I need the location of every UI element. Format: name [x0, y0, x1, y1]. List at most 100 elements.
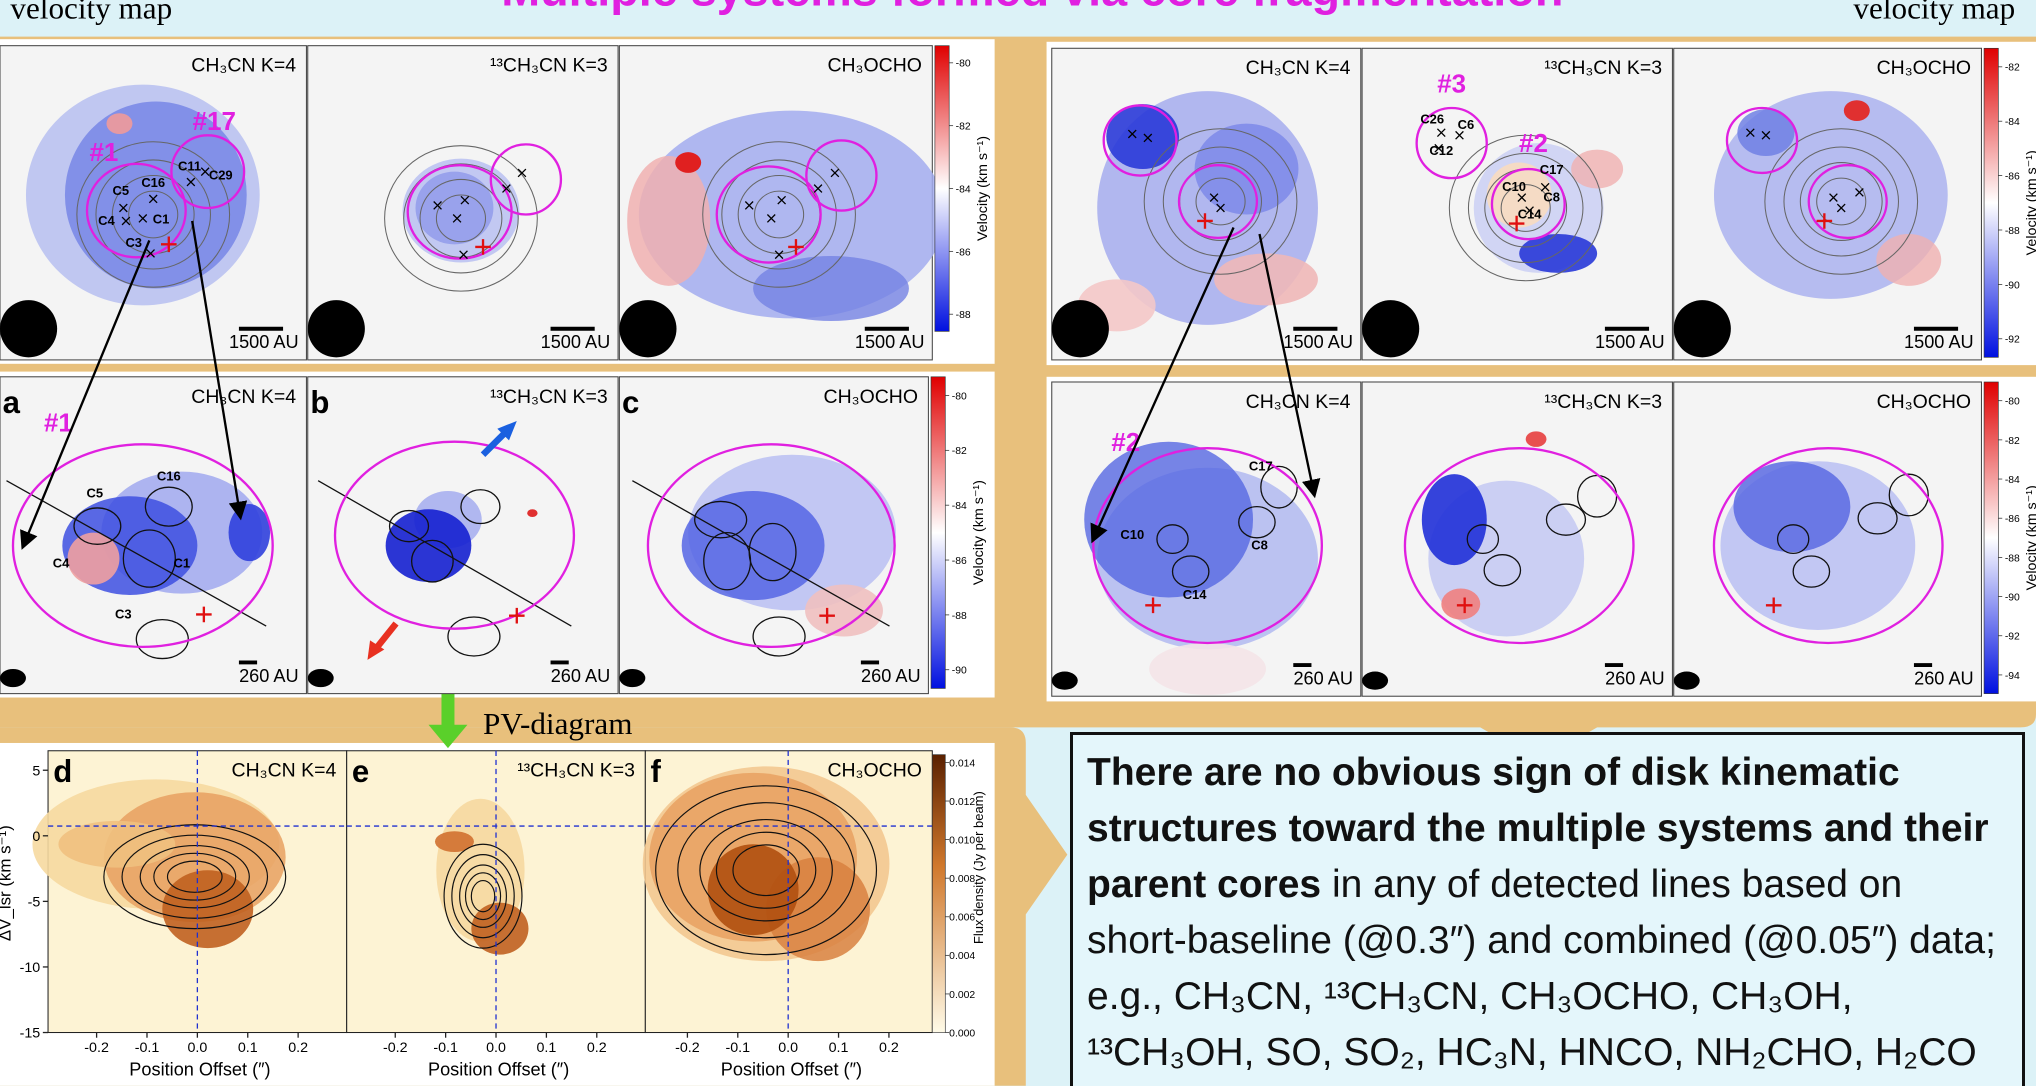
core-label: C4 [53, 556, 70, 571]
pv-label: PV-diagram [483, 706, 632, 741]
system-label: #1 [89, 137, 118, 167]
core-label: C17 [1249, 458, 1273, 473]
y-axis-label: ΔV_lsr (km s⁻¹) [0, 825, 14, 941]
shape [435, 831, 474, 852]
header-left: velocity map [10, 0, 172, 25]
x-tick-label: -0.2 [675, 1040, 700, 1056]
core-label: C16 [157, 469, 181, 484]
core-label: C8 [1251, 537, 1268, 552]
scale-label: 1500 AU [1904, 332, 1974, 352]
colorbar-tick-label: 0.014 [949, 758, 975, 769]
colorbar-tick-label: -88 [956, 310, 971, 321]
core-label: C8 [1543, 190, 1560, 205]
colorbar-tick-label: 0.004 [949, 951, 975, 962]
core-label: C14 [1518, 206, 1543, 221]
panel-title: CH₃CN K=4 [191, 55, 296, 77]
shape [1441, 588, 1480, 619]
beam [1052, 672, 1078, 690]
x-tick-label: 0.1 [238, 1040, 258, 1056]
x-tick-label: -0.1 [135, 1040, 160, 1056]
x-tick-label: 0.0 [778, 1040, 798, 1056]
shape [1149, 643, 1266, 695]
x-tick-label: -0.1 [725, 1040, 750, 1056]
panel-letter: b [310, 385, 329, 420]
panel-title: CH₃CN K=4 [232, 760, 337, 782]
shape [675, 152, 701, 173]
panel-letter: e [352, 754, 369, 789]
panel-letter: a [3, 385, 21, 420]
colorbar-tick-label: -80 [2005, 397, 2020, 408]
panel-title: ¹³CH₃CN K=3 [517, 760, 635, 782]
x-tick-label: 0.2 [288, 1040, 308, 1056]
colorbar-tick-label: -80 [956, 59, 971, 70]
core-label: C16 [141, 175, 165, 190]
shape [753, 256, 909, 321]
x-tick-label: 0.2 [587, 1040, 607, 1056]
shape [106, 113, 132, 134]
y-tick-label: 5 [32, 763, 40, 779]
panel-letter: d [53, 754, 72, 789]
core-label: C5 [86, 486, 103, 501]
page: {"header":{"title":"Multiple systems for… [0, 0, 2036, 1086]
colorbar-tick-label: 0.002 [949, 990, 975, 1001]
core-label: C1 [173, 556, 190, 571]
core-label: C14 [1183, 587, 1208, 602]
colorbar-label: Flux density (Jy per beam) [971, 791, 986, 944]
scale-label: 260 AU [551, 666, 611, 686]
x-tick-label: 0.0 [187, 1040, 207, 1056]
shape [682, 491, 825, 600]
x-axis-label: Position Offset (″) [428, 1059, 569, 1079]
panel-title: CH₃OCHO [1877, 57, 1971, 79]
panel-title: ¹³CH₃CN K=3 [490, 55, 608, 77]
x-tick-label: -0.2 [84, 1040, 109, 1056]
shape [708, 844, 799, 935]
colorbar-tick-label: -92 [2005, 335, 2020, 346]
colorbar-tick-label: -86 [952, 556, 967, 567]
scale-label: 1500 AU [1595, 332, 1665, 352]
panel-title: CH₃OCHO [1877, 391, 1971, 413]
shape [471, 903, 528, 955]
colorbar-tick-label: -82 [952, 446, 967, 457]
panel-title: ¹³CH₃CN K=3 [490, 386, 608, 408]
scale-label: 1500 AU [855, 332, 925, 352]
panel-title: CH₃CN K=4 [1246, 57, 1351, 79]
colorbar-label: Velocity (km s⁻¹) [971, 480, 987, 585]
y-tick-label: -10 [20, 960, 41, 976]
beam [1674, 300, 1731, 357]
core-label: C10 [1120, 527, 1144, 542]
panel-title: CH₃CN K=4 [1246, 391, 1351, 413]
y-tick-label: 0 [32, 829, 40, 845]
colorbar-tick-label: -88 [2005, 553, 2020, 564]
colorbar-tick-label: -82 [2005, 436, 2020, 447]
core-label: C6 [1458, 117, 1475, 132]
scale-label: 260 AU [239, 666, 299, 686]
title: Multiple systems formed via core fragmen… [501, 0, 1563, 15]
x-axis-label: Position Offset (″) [721, 1059, 862, 1079]
scale-label: 260 AU [1914, 669, 1974, 689]
colorbar [931, 377, 945, 689]
x-tick-label: 0.0 [486, 1040, 506, 1056]
colorbar [1984, 48, 1998, 357]
colorbar [1984, 382, 1998, 694]
core-label: C26 [1420, 112, 1444, 127]
shape [58, 821, 175, 868]
beam [308, 300, 365, 357]
colorbar-tick-label: -82 [956, 122, 971, 133]
panel-letter: c [622, 385, 639, 420]
shape [1084, 442, 1253, 598]
colorbar-tick-label: -82 [2005, 63, 2020, 74]
shape [1526, 431, 1547, 447]
panel-letter: f [651, 754, 662, 789]
colorbar-tick-label: -90 [2005, 280, 2020, 291]
note-box: There are no obvious sign of disk kinema… [1070, 732, 2025, 1086]
colorbar-tick-label: -86 [956, 247, 971, 258]
beam [308, 669, 334, 687]
header-right: velocity map [1853, 0, 2015, 25]
scale-label: 1500 AU [229, 332, 299, 352]
beam [619, 669, 645, 687]
beam [0, 669, 26, 687]
shape [229, 504, 271, 561]
y-tick-label: -15 [20, 1026, 41, 1042]
colorbar-tick-label: -94 [2005, 671, 2020, 682]
core-label: C4 [98, 213, 115, 228]
